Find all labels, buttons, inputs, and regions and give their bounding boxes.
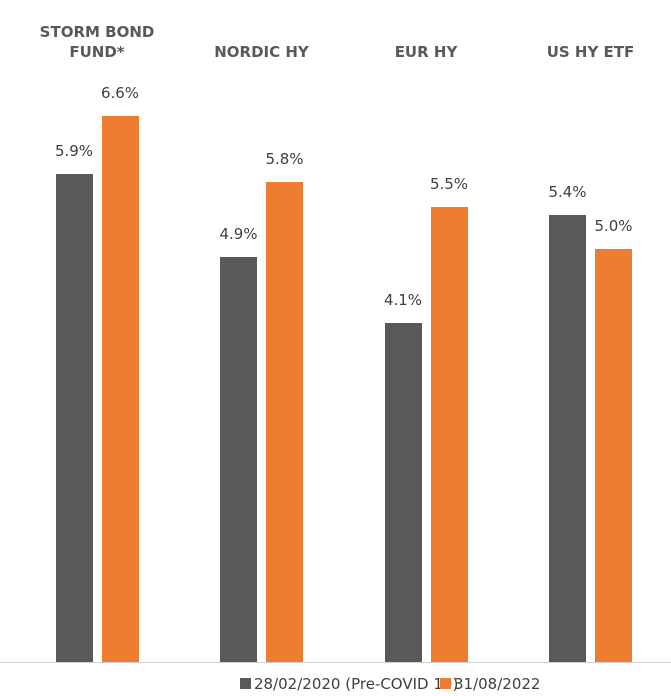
data-label: 4.9% [219,224,258,243]
bar [55,174,93,662]
data-label: 4.1% [383,290,423,309]
x-tick-label: EUR HY [394,43,458,61]
bar [595,248,632,662]
legend-swatch [240,678,251,689]
bar [384,322,422,662]
baseline [0,662,671,663]
legend-label: 28/02/2020 (Pre-COVID 19) [254,675,459,693]
legend-item: 31/08/2022 [440,675,540,693]
x-tick-label: NORDIC HY [214,43,309,61]
data-label: 6.6% [100,84,140,103]
legend-swatch [440,678,451,689]
legend-item: 28/02/2020 (Pre-COVID 19) [240,675,458,693]
bar [430,207,468,662]
bar [101,116,139,662]
data-label: 5.0% [594,216,633,235]
bar [266,182,303,662]
x-tick-label: US HY ETF [546,43,635,61]
data-label: 5.9% [54,142,94,161]
bar [220,256,257,662]
x-tick-label: STORM BOND FUND* [39,23,155,61]
data-label: 5.8% [265,150,304,169]
bar [549,215,586,662]
data-label: 5.4% [548,183,587,202]
legend-label: 31/08/2022 [454,675,541,693]
data-label: 5.5% [429,175,469,194]
